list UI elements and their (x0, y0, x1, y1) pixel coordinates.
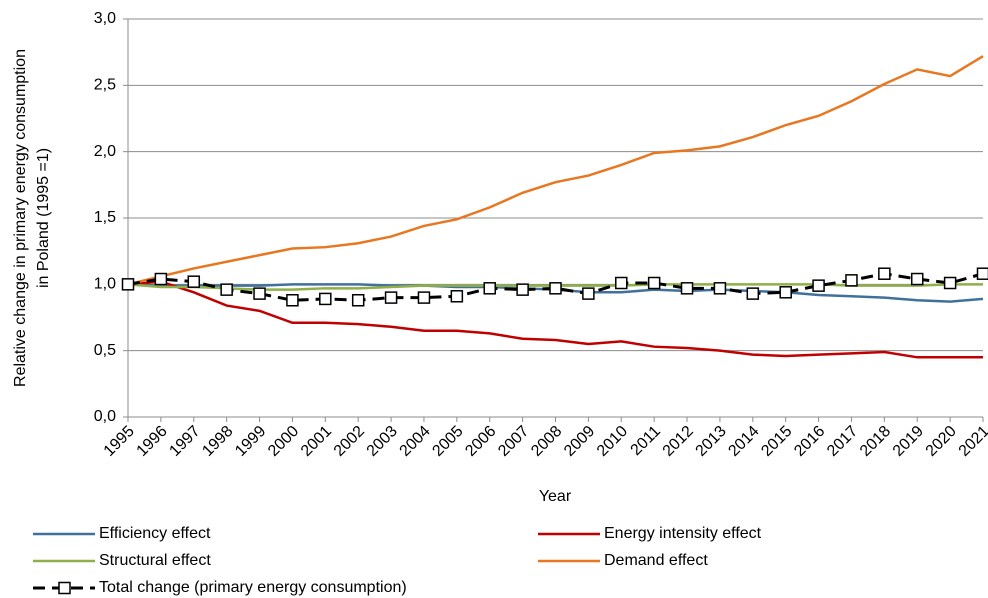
x-tick-label: 2009 (561, 423, 598, 460)
series-marker (943, 276, 957, 290)
x-tick-label: 2012 (660, 423, 697, 460)
legend-label: Structural effect (99, 552, 211, 569)
x-tick-label: 1996 (134, 423, 171, 460)
x-tick-label: 2002 (331, 423, 368, 460)
series-marker (154, 272, 168, 286)
series-line (127, 55, 984, 286)
series-marker (253, 287, 266, 300)
series-marker (483, 282, 496, 295)
legend-label: Total change (primary energy consumption… (99, 579, 407, 596)
x-axis-label: Year (539, 488, 572, 505)
series-marker (615, 276, 628, 290)
x-tick-label: 1998 (199, 423, 236, 460)
y-tick-label: 2,0 (94, 143, 116, 160)
series-marker (680, 282, 694, 295)
series-line (127, 272, 984, 302)
series-marker (319, 292, 332, 306)
x-tick-label: 2004 (397, 423, 434, 460)
x-tick-label: 2005 (429, 423, 466, 460)
series-marker (121, 278, 135, 291)
series-marker (450, 290, 464, 303)
series-marker (549, 282, 562, 295)
y-tick-label: 2,5 (94, 77, 116, 94)
series-marker (845, 274, 858, 287)
series-marker (187, 275, 201, 288)
y-tick-label: 3,0 (94, 10, 116, 27)
x-tick-label: 1999 (232, 423, 269, 460)
y-tick-label: 1,5 (94, 209, 116, 226)
x-tick-label: 2016 (791, 423, 828, 460)
x-tick-label: 2011 (628, 423, 664, 459)
x-tick-label: 2007 (495, 423, 532, 460)
legend-marker (58, 581, 71, 595)
y-tick-label: 0,0 (94, 408, 116, 425)
x-tick-label: 1997 (166, 423, 203, 460)
series-marker (779, 286, 792, 299)
series-marker (417, 291, 431, 304)
x-tick-label: 2021 (956, 423, 988, 460)
x-tick-label: 2014 (725, 423, 762, 460)
x-tick-label: 2015 (758, 423, 795, 460)
series-marker (976, 267, 988, 280)
series-marker (286, 294, 299, 307)
x-tick-label: 2003 (364, 423, 401, 460)
x-tick-label: 2001 (298, 423, 335, 460)
x-tick-label: 2020 (923, 423, 960, 460)
x-tick-label: 2013 (693, 423, 730, 460)
legend-label: Efficiency effect (99, 525, 211, 542)
x-tick-label: 1995 (101, 423, 138, 460)
series-marker (351, 294, 365, 307)
series-marker (220, 283, 233, 296)
x-tick-label: 2006 (462, 423, 499, 460)
y-tick-label: 0,5 (94, 342, 116, 359)
series-marker (647, 276, 661, 290)
series-marker (910, 272, 924, 286)
series-marker (812, 279, 825, 292)
series-marker (516, 283, 529, 296)
series-marker (746, 287, 760, 300)
series-marker (384, 291, 398, 304)
legend-label: Demand effect (604, 552, 708, 569)
x-tick-label: 2000 (265, 423, 302, 460)
series-marker (713, 282, 727, 295)
legend-label: Energy intensity effect (604, 525, 762, 542)
series-line (127, 280, 983, 359)
series-marker (582, 287, 595, 300)
x-tick-label: 2017 (824, 423, 861, 460)
x-tick-label: 2010 (594, 423, 631, 460)
x-tick-label: 2008 (528, 423, 565, 460)
series-marker (878, 267, 891, 280)
x-tick-label: 2018 (857, 423, 894, 460)
y-tick-label: 1,0 (94, 276, 116, 293)
y-axis-label: Relative change in primary energy consum… (12, 49, 29, 387)
x-tick-label: 2019 (890, 423, 927, 460)
y-axis-label: in Poland (1995 =1) (35, 148, 52, 288)
